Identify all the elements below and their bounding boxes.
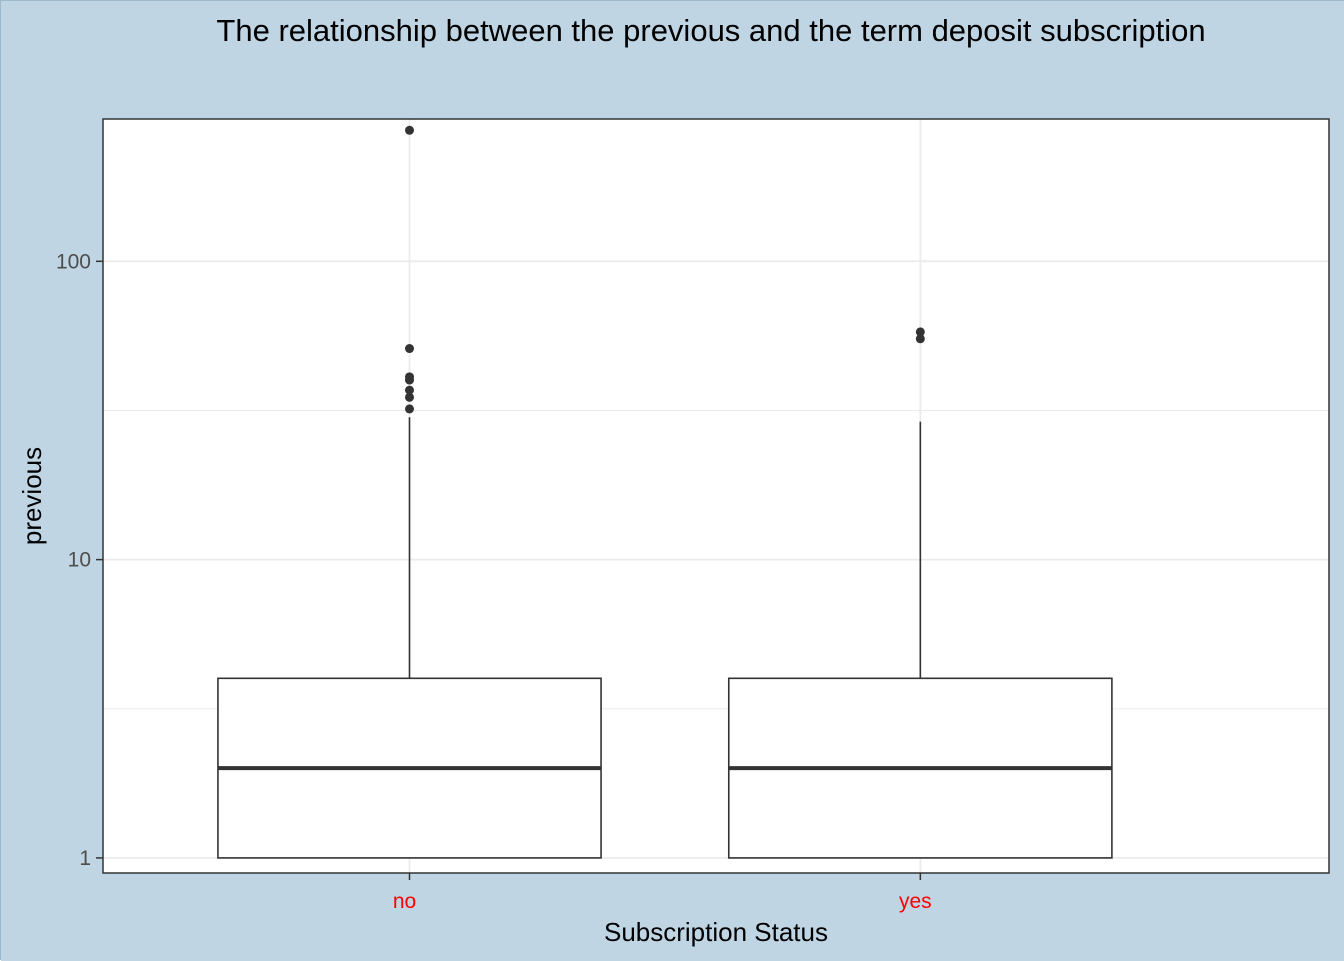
outlier-point <box>405 344 414 354</box>
outlier-point <box>405 392 414 402</box>
outlier-point <box>405 385 414 395</box>
x-tick-label-yes: yes <box>899 890 932 913</box>
y-tick-label: 10 <box>68 549 91 572</box>
boxplot-yes <box>727 327 1113 859</box>
x-tick-label-no: no <box>393 890 416 913</box>
outlier-point <box>405 125 414 135</box>
y-axis-title: previous <box>17 447 47 545</box>
outlier-point <box>405 372 414 382</box>
tick-layer: 1 10 100 no yes <box>56 250 932 913</box>
y-tick-label: 1 <box>79 847 91 870</box>
outlier-point <box>405 404 414 414</box>
outlier-point <box>915 327 925 337</box>
box-layer <box>217 125 1113 859</box>
plot-panel-border <box>102 118 1330 874</box>
x-axis-title: Subscription Status <box>604 917 828 947</box>
boxplot-no <box>217 125 602 859</box>
outlier-point <box>915 334 925 344</box>
y-tick-label: 100 <box>56 250 91 273</box>
chart-title: The relationship between the previous an… <box>216 13 1205 48</box>
